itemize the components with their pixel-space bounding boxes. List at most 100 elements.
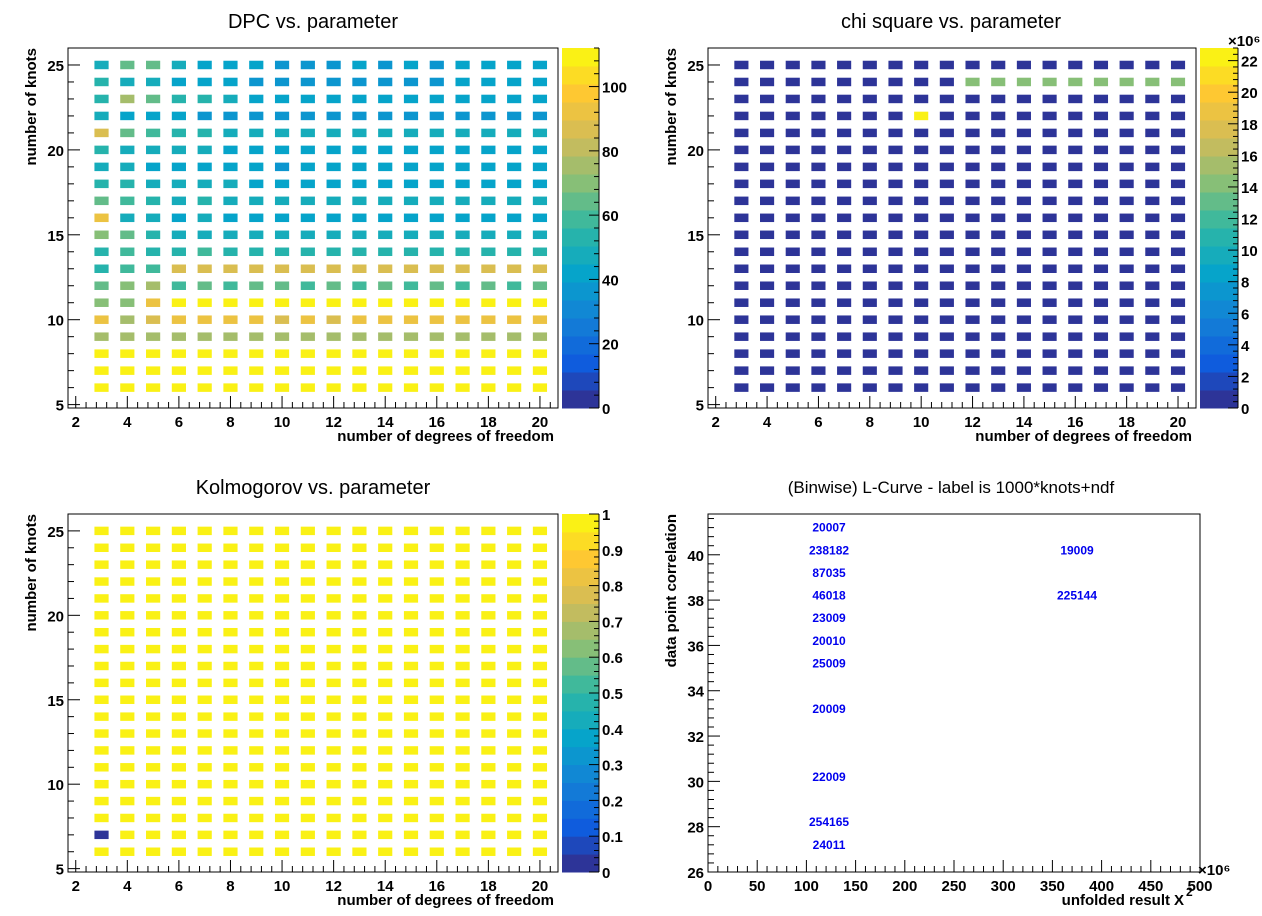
heatmap-cell	[939, 179, 954, 189]
heatmap-cell	[249, 315, 264, 324]
heatmap-cell	[326, 60, 341, 70]
heatmap-cell	[481, 830, 496, 840]
heatmap-cell	[455, 179, 470, 189]
heatmap-cell	[811, 128, 826, 138]
heatmap-cell	[120, 145, 135, 155]
heatmap-cell	[965, 247, 980, 257]
heatmap-cell	[197, 729, 212, 738]
color-bar-band	[1200, 264, 1238, 283]
heatmap-cell	[300, 847, 315, 856]
heatmap-cell	[352, 111, 367, 121]
heatmap-cell	[171, 94, 186, 104]
heatmap-cell	[352, 526, 367, 536]
heatmap-cell	[1145, 77, 1160, 87]
color-bar-band	[1200, 102, 1238, 121]
heatmap-cell	[223, 627, 238, 637]
heatmap-cell	[249, 729, 264, 738]
heatmap-cell	[378, 644, 393, 654]
heatmap-cell	[939, 281, 954, 290]
heatmap-cell	[274, 695, 290, 704]
heatmap-cell	[352, 543, 367, 552]
heatmap-cell	[352, 796, 367, 806]
heatmap-cell	[914, 298, 929, 307]
heatmap-cell	[197, 111, 212, 121]
heatmap-cell	[378, 264, 393, 273]
heatmap-cell	[837, 298, 852, 307]
heatmap-cell	[1170, 128, 1186, 138]
heatmap-cell	[888, 366, 903, 375]
heatmap-cell	[249, 162, 264, 172]
heatmap-cell	[120, 746, 135, 755]
heatmap-cell	[1093, 366, 1109, 375]
heatmap-cell	[352, 298, 367, 307]
heatmap-cell	[1119, 383, 1134, 392]
color-bar-label: 16	[1241, 148, 1258, 165]
heatmap-cell	[734, 94, 749, 104]
heatmap-cells	[94, 526, 548, 856]
heatmap-cell	[378, 577, 393, 586]
heatmap-cell	[352, 366, 367, 375]
color-bar-band	[562, 621, 599, 640]
heatmap-cell	[532, 196, 548, 206]
color-bar-label: 0.9	[602, 543, 623, 560]
heatmap-cell	[1042, 247, 1057, 257]
heatmap-cell	[249, 213, 264, 223]
heatmap-cell	[249, 281, 264, 290]
heatmap-cell	[146, 366, 161, 375]
heatmap-cell	[455, 196, 470, 206]
heatmap-cell	[300, 349, 315, 358]
x-tick-label: 12	[964, 414, 981, 431]
heatmap-cell	[94, 830, 109, 840]
heatmap-cell	[171, 349, 186, 358]
heatmap-cell	[94, 678, 109, 688]
heatmap-cell	[249, 594, 264, 603]
heatmap-cell	[197, 661, 212, 671]
color-bar-band	[562, 657, 599, 676]
heatmap-cell	[1119, 315, 1134, 324]
heatmap-cell	[378, 230, 393, 240]
heatmap-cell	[120, 543, 135, 552]
heatmap-cell	[197, 796, 212, 806]
heatmap-cell	[274, 298, 290, 307]
heatmap-cell	[249, 577, 264, 586]
heatmap-cell	[403, 281, 419, 290]
heatmap-cell	[914, 230, 929, 240]
heatmap-cell	[481, 383, 496, 392]
heatmap-cell	[300, 179, 315, 189]
heatmap-cell	[991, 332, 1006, 341]
heatmap-cell	[352, 213, 367, 223]
heatmap-cell	[429, 60, 444, 70]
heatmap-cell	[429, 763, 444, 772]
heatmap-cell	[888, 298, 903, 307]
dpc-panel: 2 4 6 8 10 12 14 16 18 20 5 10 15 20 25 DPC vs. paramet…	[23, 11, 627, 445]
heatmap-cell	[378, 813, 393, 823]
heatmap-cell	[94, 847, 109, 856]
heatmap-cell	[888, 162, 903, 172]
heatmap-cell	[939, 145, 954, 155]
point-label: 254165	[809, 815, 849, 829]
color-bar-band	[562, 675, 599, 694]
heatmap-cell	[455, 332, 470, 341]
heatmap-cell	[507, 560, 522, 569]
heatmap-cell	[352, 383, 367, 392]
heatmap-cell	[300, 746, 315, 755]
heatmap-cell	[197, 94, 212, 104]
heatmap-cell	[991, 383, 1006, 392]
heatmap-cell	[939, 315, 954, 324]
heatmap-cell	[274, 179, 290, 189]
heatmap-cell	[1093, 247, 1109, 257]
heatmap-cell	[249, 247, 264, 257]
heatmap-cell	[481, 145, 496, 155]
y-tick-label: 26	[687, 865, 704, 882]
heatmap-cell	[403, 332, 419, 341]
heatmap-cell	[429, 162, 444, 172]
heatmap-cell	[326, 77, 341, 87]
heatmap-cell	[274, 145, 290, 155]
heatmap-cell	[429, 627, 444, 637]
y-tick-label: 20	[47, 143, 64, 160]
heatmap-cell	[939, 349, 954, 358]
heatmap-cell	[120, 813, 135, 823]
heatmap-cell	[300, 594, 315, 603]
heatmap-cell	[146, 145, 161, 155]
heatmap-cell	[1068, 298, 1083, 307]
